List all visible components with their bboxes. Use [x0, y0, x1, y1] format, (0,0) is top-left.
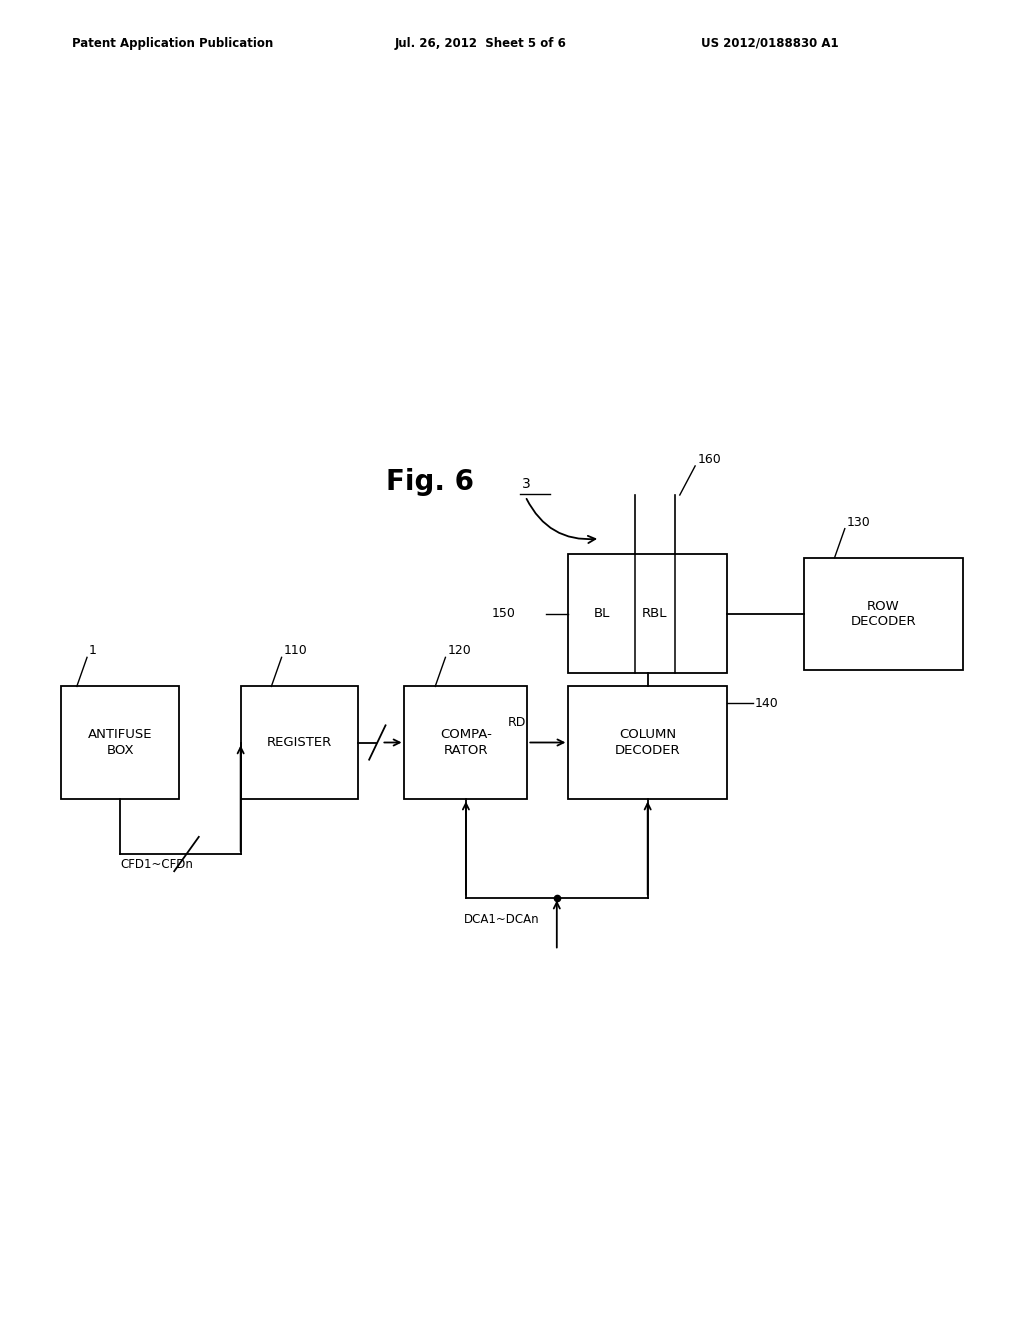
- Text: Jul. 26, 2012  Sheet 5 of 6: Jul. 26, 2012 Sheet 5 of 6: [394, 37, 566, 50]
- Text: 140: 140: [755, 697, 778, 710]
- Text: 110: 110: [284, 644, 307, 657]
- Text: COMPA-
RATOR: COMPA- RATOR: [440, 729, 492, 756]
- Text: ANTIFUSE
BOX: ANTIFUSE BOX: [88, 729, 153, 756]
- Text: REGISTER: REGISTER: [267, 737, 332, 748]
- Text: 120: 120: [447, 644, 471, 657]
- Bar: [568, 554, 727, 673]
- Text: COLUMN
DECODER: COLUMN DECODER: [614, 729, 681, 756]
- Text: 1: 1: [89, 644, 97, 657]
- Text: 160: 160: [697, 453, 721, 466]
- Text: 130: 130: [847, 516, 870, 528]
- Text: RD: RD: [508, 717, 526, 729]
- Text: Fig. 6: Fig. 6: [386, 467, 474, 496]
- Text: BL: BL: [594, 607, 610, 620]
- Bar: [404, 686, 527, 799]
- Bar: [804, 557, 963, 671]
- Text: RBL: RBL: [642, 607, 668, 620]
- Text: ROW
DECODER: ROW DECODER: [850, 599, 916, 628]
- Text: CFD1~CFDn: CFD1~CFDn: [120, 858, 194, 871]
- Bar: [61, 686, 179, 799]
- Text: Patent Application Publication: Patent Application Publication: [72, 37, 273, 50]
- Bar: [241, 686, 358, 799]
- FancyArrowPatch shape: [526, 499, 595, 543]
- Bar: [568, 686, 727, 799]
- Text: US 2012/0188830 A1: US 2012/0188830 A1: [701, 37, 839, 50]
- Text: 150: 150: [492, 607, 515, 620]
- Text: 3: 3: [522, 477, 531, 491]
- Text: DCA1~DCAn: DCA1~DCAn: [464, 913, 540, 927]
